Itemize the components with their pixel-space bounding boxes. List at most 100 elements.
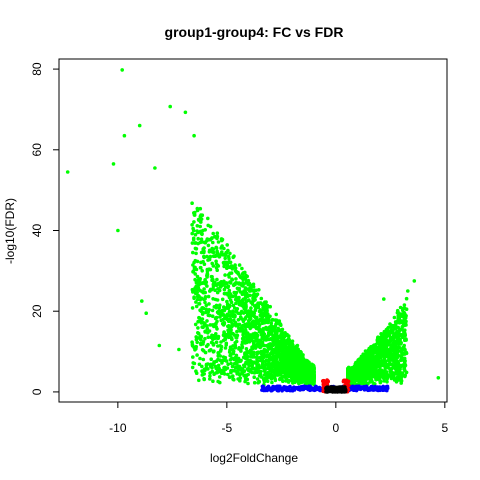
data-point-significant: [207, 313, 211, 318]
data-point-significant: [251, 293, 255, 298]
data-point-significant: [198, 224, 202, 229]
data-point-fdr-only: [284, 385, 288, 390]
data-point-significant: [288, 365, 292, 370]
data-point-significant: [246, 293, 250, 298]
data-point-significant: [254, 288, 258, 293]
data-point-significant: [391, 345, 396, 349]
data-point-significant: [191, 355, 195, 359]
data-point-significant: [378, 379, 383, 384]
data-point-significant: [250, 346, 255, 351]
data-point-significant: [260, 302, 265, 307]
data-point-significant: [191, 290, 195, 294]
data-point-significant: [219, 312, 224, 317]
data-point-significant: [233, 266, 238, 270]
data-point-significant: [252, 371, 257, 375]
x-tick-label: 0: [332, 421, 339, 435]
data-point-significant: [395, 371, 400, 376]
data-point-significant: [197, 319, 201, 324]
data-point-significant: [272, 374, 277, 378]
data-point-significant: [235, 270, 239, 275]
data-point-significant: [204, 303, 209, 308]
data-point-significant: [257, 288, 261, 292]
data-point-significant: [269, 321, 274, 326]
data-point-significant: [233, 343, 238, 348]
data-point-significant: [210, 308, 215, 313]
data-point-significant: [399, 314, 404, 318]
data-point-significant: [395, 319, 400, 323]
data-point-significant: [289, 378, 294, 383]
data-point-significant: [256, 343, 261, 347]
data-point-significant: [225, 299, 229, 304]
data-point-significant: [243, 352, 247, 357]
data-point-significant: [249, 306, 253, 310]
data-point-significant: [266, 326, 271, 330]
data-point-significant: [403, 374, 407, 379]
data-point-significant: [205, 326, 210, 331]
data-point-significant: [198, 356, 202, 361]
data-point-significant: [222, 287, 227, 292]
data-point-significant: [378, 351, 383, 355]
data-point-significant: [394, 356, 398, 361]
data-point-significant: [205, 324, 209, 328]
data-point-significant: [229, 352, 233, 356]
data-point-significant: [375, 340, 380, 345]
data-point-significant: [286, 371, 291, 376]
data-point-significant: [257, 323, 262, 328]
data-point-significant: [192, 213, 197, 217]
data-point-significant: [206, 243, 211, 248]
x-tick-label: -5: [222, 421, 233, 435]
data-point-significant: [230, 356, 234, 361]
data-point-significant: [237, 286, 242, 291]
data-point-significant: [221, 323, 226, 327]
data-point-significant: [404, 337, 408, 341]
data-point-significant: [354, 366, 358, 371]
data-point-significant: [383, 330, 387, 335]
data-point-significant: [194, 300, 198, 304]
data-point-significant: [208, 374, 212, 378]
data-point-significant: [238, 359, 243, 364]
data-point-outlier: [183, 110, 188, 115]
data-point-significant: [287, 338, 292, 342]
data-point-significant: [191, 237, 196, 242]
data-point-significant: [391, 364, 396, 369]
data-point-significant: [217, 288, 222, 293]
data-point-fdr-only: [308, 387, 312, 391]
data-point-significant: [274, 320, 279, 325]
data-point-significant: [220, 361, 224, 365]
data-point-significant: [234, 339, 239, 344]
data-point-significant: [233, 263, 237, 267]
data-point-significant: [214, 340, 219, 345]
data-point-significant: [197, 302, 201, 306]
data-point-significant: [229, 329, 233, 334]
data-point-fdr-only: [374, 387, 379, 391]
data-point-fdr-only: [313, 388, 317, 392]
data-point-significant: [393, 367, 398, 371]
data-point-significant: [383, 347, 388, 352]
data-point-significant: [299, 377, 303, 382]
data-point-significant: [230, 324, 234, 329]
data-point-significant: [384, 327, 389, 332]
data-point-significant: [247, 314, 252, 319]
data-point-significant: [257, 329, 262, 334]
data-point-significant: [277, 328, 282, 333]
data-point-significant: [200, 364, 204, 369]
data-point-significant: [225, 317, 229, 322]
data-point-significant: [223, 365, 227, 370]
data-point-significant: [245, 349, 249, 354]
data-point-significant: [398, 320, 403, 325]
data-point-fc-only: [326, 379, 330, 384]
data-point-significant: [246, 381, 250, 386]
data-point-fdr-only: [304, 385, 308, 389]
data-point-significant: [220, 250, 224, 254]
data-point-significant: [376, 335, 380, 340]
data-point-significant: [402, 317, 407, 322]
data-point-significant: [298, 350, 303, 354]
y-tick-label: 0: [30, 388, 44, 395]
data-point-significant: [223, 346, 228, 350]
data-point-significant: [224, 291, 229, 296]
data-point-significant: [372, 370, 376, 375]
data-point-significant: [367, 368, 372, 372]
data-point-significant: [206, 294, 211, 299]
data-point-significant: [274, 339, 279, 344]
